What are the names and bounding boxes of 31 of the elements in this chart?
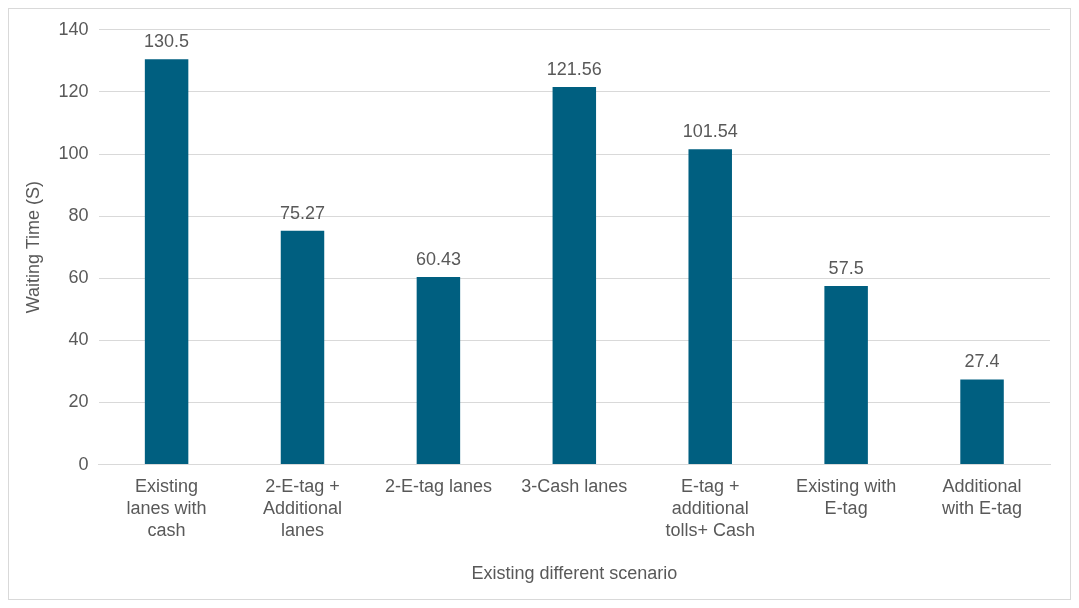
data-label: 121.56 xyxy=(546,59,602,80)
y-tick-label: 100 xyxy=(58,143,89,163)
bar xyxy=(824,286,868,465)
data-label: 75.27 xyxy=(279,202,326,223)
data-label: 101.54 xyxy=(682,121,738,142)
y-tick-label: 140 xyxy=(58,18,89,39)
y-tick-label: 60 xyxy=(68,267,89,288)
x-tick-label: Existing lanes with cash xyxy=(126,476,207,540)
bar xyxy=(280,230,325,465)
data-label: 60.43 xyxy=(415,248,461,269)
x-tick-label: 2-E-tag + Additional lanes xyxy=(262,476,343,540)
y-tick-label: 120 xyxy=(58,80,89,101)
x-tick-label: 2-E-tag lanes xyxy=(384,476,492,497)
bar xyxy=(552,87,597,465)
y-tick-label: 80 xyxy=(68,205,89,226)
y-tick-label: 20 xyxy=(68,391,89,412)
bar xyxy=(688,149,732,465)
y-axis-title: Waiting Time (S) xyxy=(22,181,43,314)
data-label: 130.5 xyxy=(144,31,190,52)
data-label: 57.5 xyxy=(828,257,864,278)
y-tick-label: 0 xyxy=(78,453,89,474)
bar xyxy=(416,276,461,465)
x-tick-label: Existing with E-tag xyxy=(796,476,897,518)
y-tick-label: 40 xyxy=(68,329,89,350)
bar xyxy=(144,59,189,465)
x-tick-label: E-tag + additional tolls+ Cash xyxy=(665,476,755,540)
data-label: 27.4 xyxy=(964,351,1000,372)
x-tick-label: 3-Cash lanes xyxy=(521,476,628,497)
bar xyxy=(960,379,1004,465)
x-tick-label: Additional with E-tag xyxy=(941,476,1023,518)
x-axis-title: Existing different scenario xyxy=(471,563,678,584)
